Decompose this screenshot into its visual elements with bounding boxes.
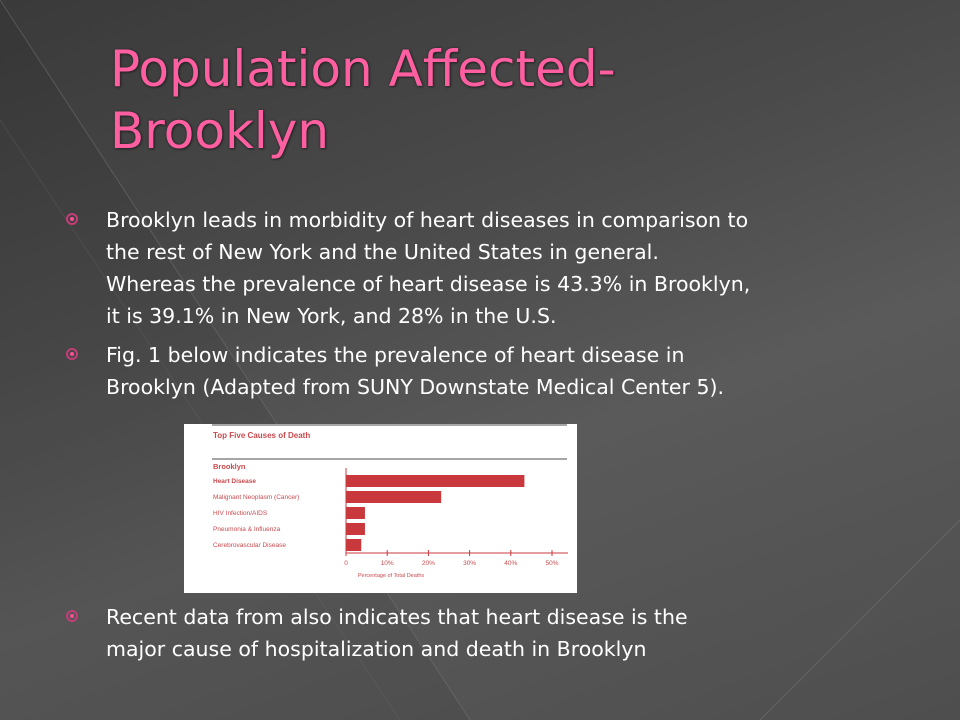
- category-label: Malignant Neoplasm (Cancer): [213, 494, 299, 501]
- bar: [346, 539, 362, 551]
- title-line: Brooklyn: [110, 102, 330, 160]
- group-label: Brooklyn: [213, 462, 246, 471]
- bar: [346, 523, 365, 535]
- bullet-text: Fig. 1 below indicates the prevalence of…: [106, 343, 685, 367]
- target-bullet-icon: [66, 348, 78, 360]
- bullet-text: Recent data from also indicates that hea…: [106, 605, 688, 629]
- target-bullet-icon: [66, 213, 78, 225]
- bullet-text: Brooklyn leads in morbidity of heart dis…: [106, 208, 749, 232]
- x-tick-label: 20%: [422, 560, 435, 567]
- bar: [346, 507, 365, 519]
- bar-chart: Top Five Causes of Death Brooklyn Heart …: [212, 424, 568, 579]
- x-tick-label: 50%: [545, 560, 558, 567]
- x-tick-label: 10%: [381, 560, 394, 567]
- bullet-text: Brooklyn (Adapted from SUNY Downstate Me…: [106, 375, 725, 399]
- x-tick-label: 30%: [463, 560, 476, 567]
- x-tick-label: 40%: [504, 560, 517, 567]
- bullet-text: Whereas the prevalence of heart disease …: [106, 272, 751, 296]
- x-tick-label: 0: [344, 560, 348, 567]
- bullet-item: Recent data from also indicates that hea…: [66, 601, 926, 665]
- bar: [346, 475, 525, 487]
- target-bullet-icon: [66, 610, 78, 622]
- chart-title: Top Five Causes of Death: [213, 431, 310, 440]
- bullet-text: the rest of New York and the United Stat…: [106, 240, 659, 264]
- bullet-item: Fig. 1 below indicates the prevalence of…: [66, 339, 926, 403]
- bullet-item: Brooklyn leads in morbidity of heart dis…: [66, 204, 926, 332]
- slide-title: Population Affected- Brooklyn: [110, 38, 616, 162]
- category-label: Cerebrovascular Disease: [213, 542, 286, 549]
- category-label: Pneumonia & Influenza: [213, 526, 281, 533]
- category-label: HIV Infection/AIDS: [213, 510, 268, 517]
- bullet-text: major cause of hospitalization and death…: [106, 637, 647, 661]
- bullet-text: it is 39.1% in New York, and 28% in the …: [106, 304, 557, 328]
- bar: [346, 491, 442, 503]
- category-label: Heart Disease: [213, 478, 256, 485]
- figure-chart: Top Five Causes of Death Brooklyn Heart …: [184, 424, 577, 593]
- title-line: Population Affected-: [110, 40, 616, 98]
- x-axis-label: Percentage of Total Deaths: [358, 573, 424, 579]
